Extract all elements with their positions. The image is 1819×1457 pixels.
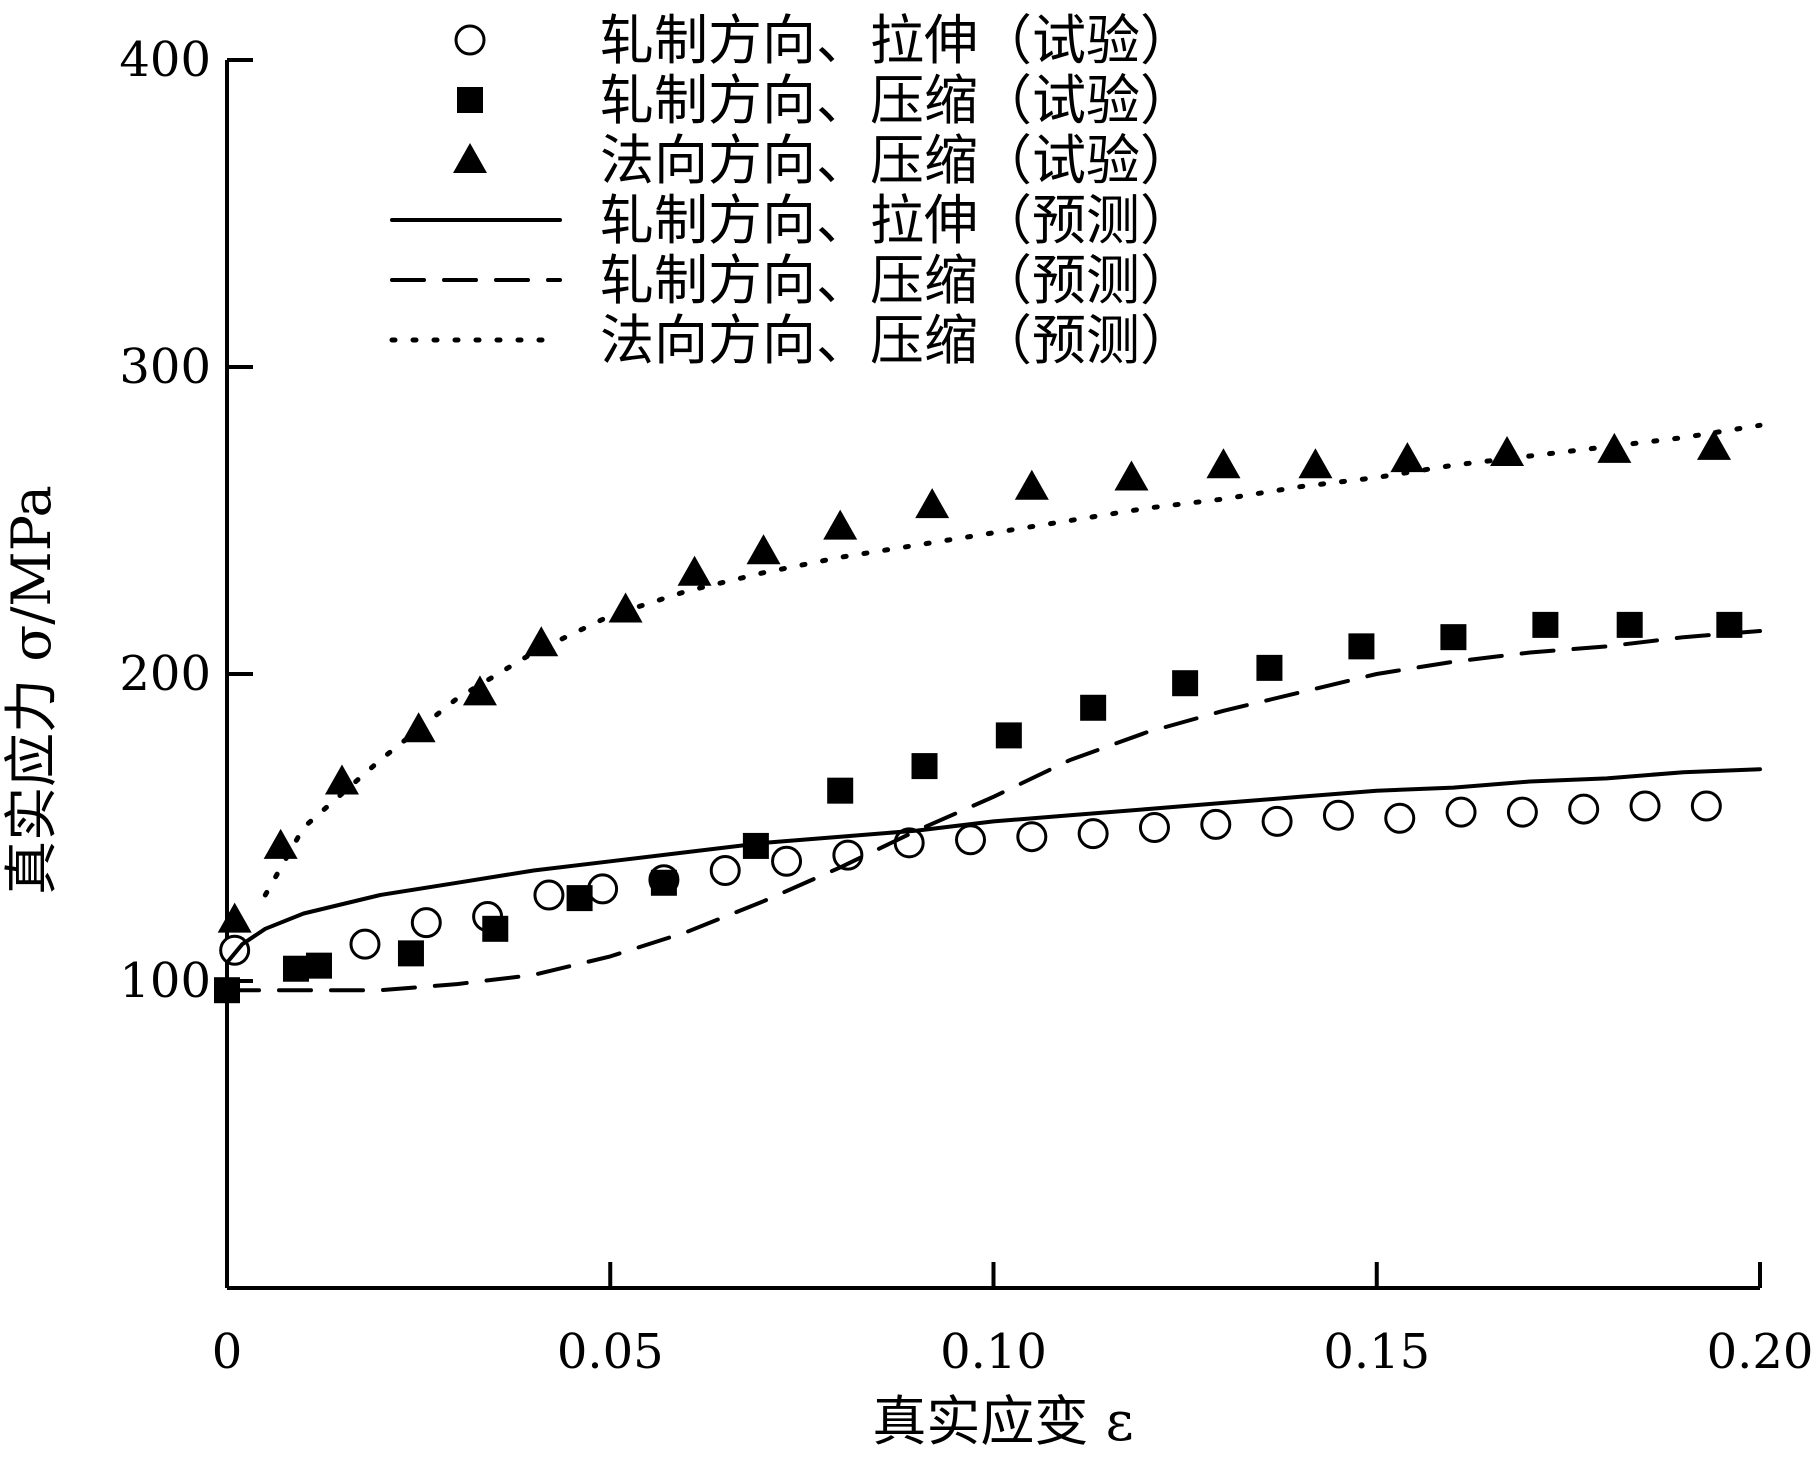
data-point xyxy=(911,753,938,780)
legend-item: 轧制方向、压缩（预测） xyxy=(390,249,1194,312)
data-point xyxy=(1690,790,1722,822)
data-point xyxy=(263,828,298,859)
legend-item: 法向方向、压缩（预测） xyxy=(389,309,1194,372)
axes: 100 200 300 400 0 0.05 0.10 0.15 0.20 xyxy=(119,32,1813,1380)
data-point xyxy=(915,488,950,519)
data-point xyxy=(1697,429,1732,460)
data-point xyxy=(482,915,509,942)
legend-label: 法向方向、压缩（预测） xyxy=(600,309,1194,372)
series-line xyxy=(225,767,1762,965)
legend-label: 轧制方向、拉伸（试验） xyxy=(600,9,1194,72)
series-line xyxy=(262,422,1763,898)
data-point xyxy=(1348,633,1375,660)
data-point xyxy=(995,722,1022,749)
x-tick-label: 0.20 xyxy=(1707,1324,1814,1380)
data-point xyxy=(1206,448,1241,479)
data-point xyxy=(397,940,424,967)
data-point xyxy=(608,592,643,623)
series-3 xyxy=(217,429,1732,933)
data-point xyxy=(524,626,559,657)
x-tick-label: 0.10 xyxy=(940,1324,1047,1380)
x-tick-label: 0 xyxy=(212,1324,243,1380)
data-point xyxy=(677,555,712,586)
legend-label: 轧制方向、压缩（试验） xyxy=(600,69,1194,132)
series-5 xyxy=(225,629,1762,993)
data-point xyxy=(1322,799,1354,831)
data-point xyxy=(823,509,858,540)
data-point xyxy=(955,824,987,856)
legend-item: 轧制方向、拉伸（预测） xyxy=(390,189,1194,252)
data-point xyxy=(1532,611,1559,638)
data-point xyxy=(1506,796,1538,828)
legend-item: 轧制方向、拉伸（试验） xyxy=(454,9,1194,72)
data-point xyxy=(566,885,593,912)
plot-series xyxy=(214,422,1763,1004)
data-point xyxy=(1172,670,1199,697)
legend-marker-swatch xyxy=(457,87,483,113)
data-point xyxy=(349,928,381,960)
data-point xyxy=(305,952,332,979)
legend-label: 轧制方向、拉伸（预测） xyxy=(600,189,1194,252)
data-point xyxy=(1114,460,1149,491)
data-point xyxy=(1384,802,1416,834)
data-point xyxy=(1298,448,1333,479)
series-line xyxy=(225,629,1762,993)
data-point xyxy=(1490,435,1525,466)
data-point xyxy=(1568,793,1600,825)
y-tick-label: 300 xyxy=(119,339,211,395)
data-point xyxy=(1080,694,1107,721)
data-point xyxy=(1390,442,1425,473)
data-point xyxy=(1629,790,1661,822)
data-point xyxy=(746,534,781,565)
legend-marker-swatch xyxy=(454,24,486,56)
x-axis-title: 真实应变 ε xyxy=(872,1390,1133,1453)
x-tick-label: 0.15 xyxy=(1323,1324,1430,1380)
data-point xyxy=(771,845,803,877)
y-axis-title: 真实应力 σ/MPa xyxy=(0,485,63,895)
data-point xyxy=(410,907,442,939)
data-point xyxy=(1440,624,1467,651)
y-tick-label: 400 xyxy=(119,32,211,88)
data-point xyxy=(827,777,854,804)
legend-item: 轧制方向、压缩（试验） xyxy=(457,69,1194,132)
data-point xyxy=(282,955,309,982)
data-point xyxy=(217,902,252,933)
x-tick-label: 0.05 xyxy=(557,1324,664,1380)
series-6 xyxy=(262,422,1763,898)
y-tick-label: 100 xyxy=(119,953,211,1009)
data-point xyxy=(1261,805,1293,837)
data-point xyxy=(533,879,565,911)
legend-label: 轧制方向、压缩（预测） xyxy=(600,249,1194,312)
data-point xyxy=(1200,808,1232,840)
legend-marker-swatch xyxy=(453,143,487,173)
series-2 xyxy=(214,611,1743,1004)
series-1 xyxy=(219,790,1722,966)
y-tick-label: 200 xyxy=(119,646,211,702)
data-point xyxy=(324,764,359,795)
data-point xyxy=(1256,654,1283,681)
data-point xyxy=(1014,469,1049,500)
legend: 轧制方向、拉伸（试验）轧制方向、压缩（试验）法向方向、压缩（试验）轧制方向、拉伸… xyxy=(389,9,1194,372)
data-point xyxy=(1616,611,1643,638)
data-point xyxy=(462,675,497,706)
data-point xyxy=(650,869,677,896)
series-4 xyxy=(225,767,1762,965)
data-point xyxy=(1138,812,1170,843)
legend-label: 法向方向、压缩（试验） xyxy=(600,129,1194,192)
legend-item: 法向方向、压缩（试验） xyxy=(453,129,1194,192)
data-point xyxy=(1445,796,1477,828)
data-point xyxy=(1077,818,1109,850)
data-point xyxy=(1016,821,1048,853)
data-point xyxy=(587,873,619,905)
data-point xyxy=(709,854,741,886)
